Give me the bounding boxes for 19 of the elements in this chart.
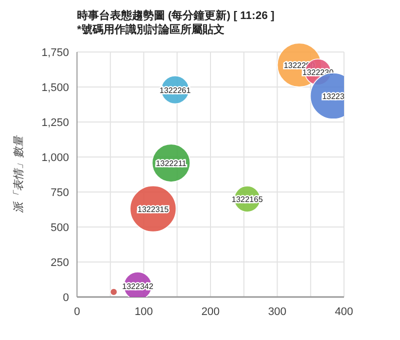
y-axis-title: 派「表情」數量 [12,135,25,213]
y-tick-label: 1,000 [41,152,69,164]
y-tick-label: 1,250 [41,117,69,129]
x-tick-label: 0 [74,306,80,318]
x-tick-label: 300 [268,306,286,318]
series-label: 1322211 [156,159,187,168]
y-tick-label: 1,500 [41,82,69,94]
x-tick-label: 200 [201,306,220,318]
y-tick-label: 1,750 [41,47,69,59]
series-label: 13223 [322,92,345,101]
y-tick-label: 250 [50,257,69,269]
y-tick-label: 0 [62,292,69,304]
chart-title: 時事台表態趨勢圖 (每分鐘更新) [ 11:26 ] [77,9,275,22]
chart-subtitle: *號碼用作識別討論區所屬貼文 [77,23,224,36]
y-tick-label: 500 [50,222,69,234]
x-tick-label: 100 [134,306,153,318]
series-label: 1322315 [138,204,170,214]
y-tick-label: 750 [50,187,69,199]
x-tick-label: 400 [334,306,354,318]
